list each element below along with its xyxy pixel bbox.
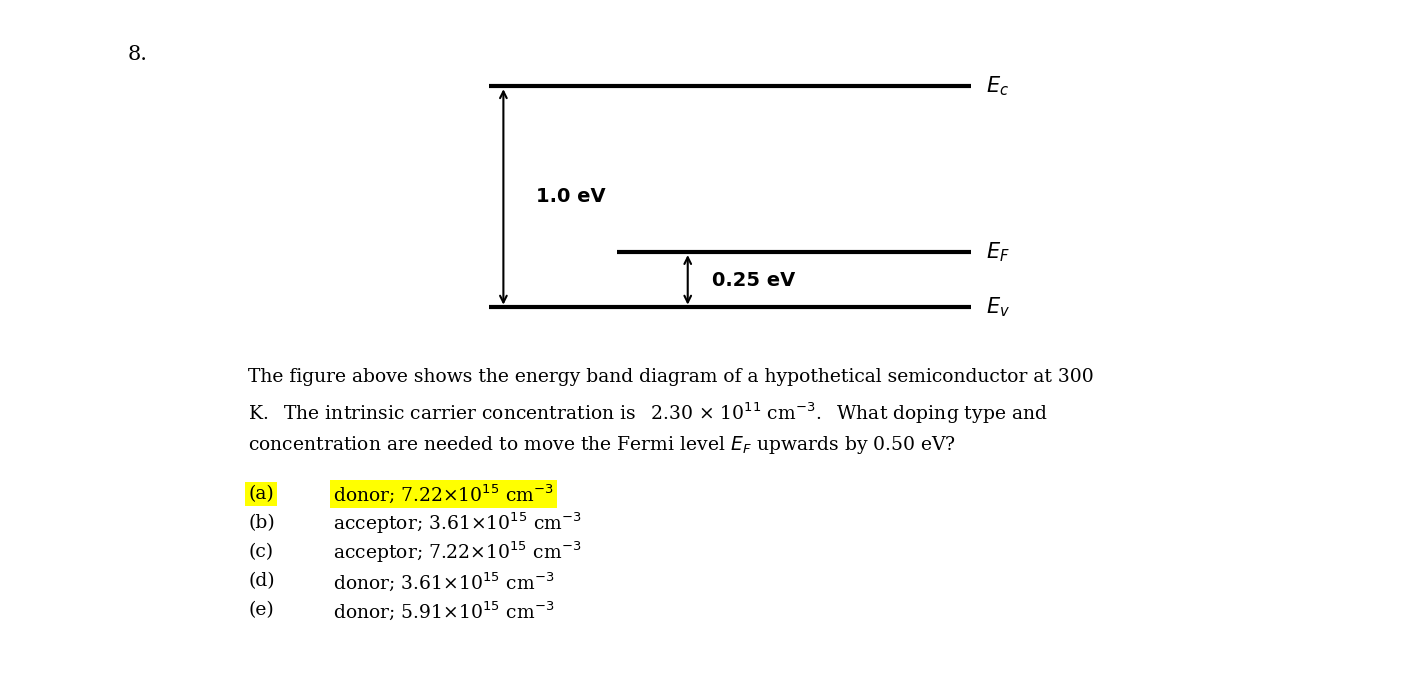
Text: 0.25 eV: 0.25 eV xyxy=(712,271,795,290)
Text: (e): (e) xyxy=(248,601,274,619)
Text: donor; 7.22×10$^{15}$ cm$^{-3}$: donor; 7.22×10$^{15}$ cm$^{-3}$ xyxy=(333,483,554,505)
Text: K.  The intrinsic carrier concentration is  2.30 × 10$^{11}$ cm$^{-3}$.  What do: K. The intrinsic carrier concentration i… xyxy=(248,401,1048,426)
Text: $\mathit{E_v}$: $\mathit{E_v}$ xyxy=(986,296,1010,319)
Text: $\mathit{E_F}$: $\mathit{E_F}$ xyxy=(986,240,1010,264)
Text: $\mathit{E_c}$: $\mathit{E_c}$ xyxy=(986,75,1008,98)
Text: (a): (a) xyxy=(248,485,274,503)
Text: concentration are needed to move the Fermi level $E_F$ upwards by 0.50 eV?: concentration are needed to move the Fer… xyxy=(248,434,956,456)
Text: 1.0 eV: 1.0 eV xyxy=(536,187,605,207)
Text: acceptor; 7.22×10$^{15}$ cm$^{-3}$: acceptor; 7.22×10$^{15}$ cm$^{-3}$ xyxy=(333,540,581,565)
Text: (d): (d) xyxy=(248,572,275,590)
Text: (c): (c) xyxy=(248,543,274,561)
Text: (b): (b) xyxy=(248,514,275,532)
Text: donor; 5.91×10$^{15}$ cm$^{-3}$: donor; 5.91×10$^{15}$ cm$^{-3}$ xyxy=(333,599,554,621)
Text: The figure above shows the energy band diagram of a hypothetical semiconductor a: The figure above shows the energy band d… xyxy=(248,368,1093,386)
Text: donor; 3.61×10$^{15}$ cm$^{-3}$: donor; 3.61×10$^{15}$ cm$^{-3}$ xyxy=(333,570,554,592)
Text: 8.: 8. xyxy=(128,45,147,64)
Text: acceptor; 3.61×10$^{15}$ cm$^{-3}$: acceptor; 3.61×10$^{15}$ cm$^{-3}$ xyxy=(333,511,581,536)
